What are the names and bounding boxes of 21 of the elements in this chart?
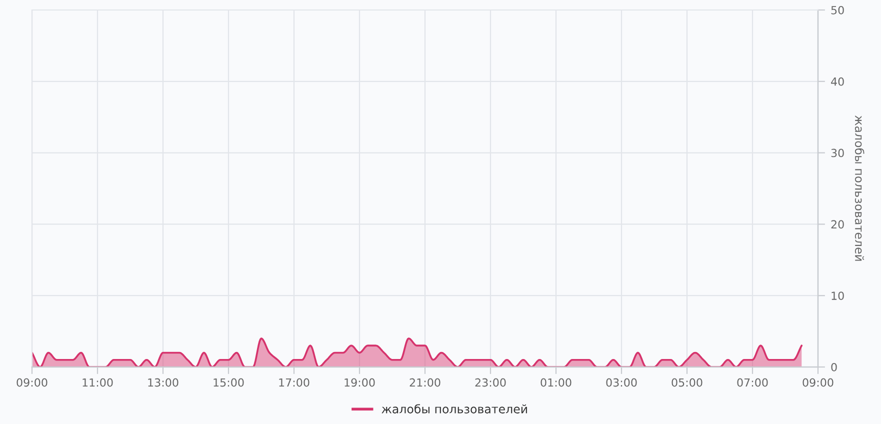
x-tick-label: 21:00	[410, 378, 440, 387]
x-tick-label: 09:00	[16, 378, 48, 387]
x-tick-label: 05:00	[672, 378, 702, 387]
x-tick-label: 09:00	[802, 378, 834, 387]
y-tick-label: 20	[831, 220, 844, 229]
y-tick-label: 30	[831, 148, 844, 158]
x-tick-label: 17:00	[279, 378, 310, 387]
x-tick-label: 11:00	[82, 378, 113, 387]
x-tick-label: 15:00	[214, 378, 244, 387]
legend-label: жалобы пользователей	[382, 404, 527, 414]
x-tick-label: 03:00	[606, 378, 637, 387]
y-tick-label: 40	[831, 77, 844, 86]
y-tick-label: 10	[832, 292, 844, 300]
y-axis-title: жалобы пользователей	[854, 116, 864, 261]
x-tick-label: 13:00	[148, 378, 178, 387]
x-tick-label: 23:00	[475, 378, 506, 387]
y-tick-label: 50	[831, 6, 844, 14]
x-tick-label: 01:00	[540, 378, 572, 387]
x-tick-label: 07:00	[737, 378, 768, 387]
x-tick-label: 19:00	[344, 378, 375, 387]
y-tick-label: 0	[831, 362, 837, 372]
